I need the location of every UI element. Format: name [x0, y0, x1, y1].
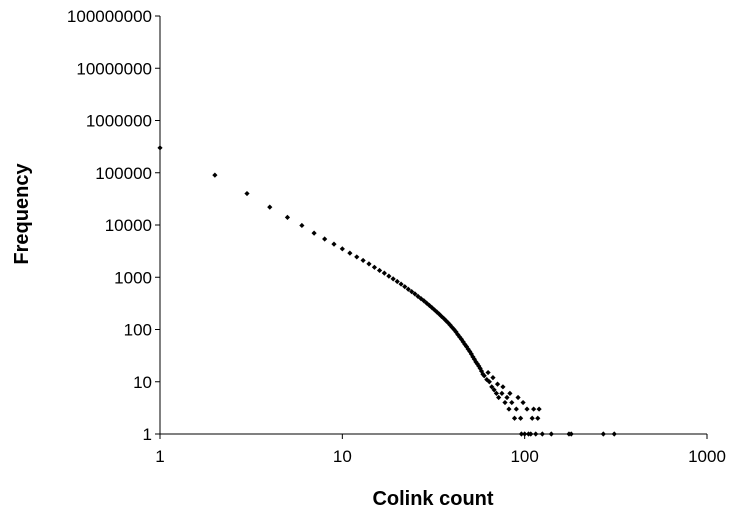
- data-point: [515, 394, 521, 401]
- data-point: [434, 309, 440, 315]
- data-point: [500, 384, 506, 390]
- data-point: [441, 315, 447, 322]
- data-point: [398, 281, 404, 287]
- x-axis-title: Colink count: [372, 488, 493, 510]
- data-point: [493, 390, 500, 396]
- data-point: [494, 381, 501, 387]
- data-point: [421, 298, 427, 304]
- y-axis-title: Frequency: [11, 163, 33, 265]
- data-point: [299, 222, 305, 229]
- data-point: [381, 270, 387, 276]
- data-point: [533, 431, 539, 437]
- data-point: [394, 278, 400, 285]
- y-tick-label: 100: [124, 321, 152, 340]
- data-point: [511, 415, 518, 421]
- data-point: [447, 322, 453, 328]
- data-point: [339, 246, 345, 252]
- data-point: [212, 172, 218, 178]
- data-point: [322, 236, 328, 242]
- data-point: [507, 390, 513, 396]
- data-point: [449, 324, 455, 330]
- data-point: [354, 254, 360, 260]
- data-point: [506, 406, 512, 412]
- data-point: [390, 276, 396, 282]
- data-point: [429, 305, 435, 311]
- y-tick-label: 1000: [114, 268, 152, 287]
- data-point: [529, 415, 535, 421]
- y-tick-label: 10000: [105, 216, 152, 235]
- data-point: [371, 264, 378, 270]
- data-point: [477, 365, 483, 372]
- data-point: [438, 313, 445, 320]
- data-point: [528, 431, 534, 437]
- y-tick-label: 10000000: [76, 59, 152, 78]
- data-point: [424, 300, 430, 306]
- data-point: [386, 273, 392, 279]
- data-point: [405, 286, 411, 292]
- plot-area: [159, 16, 707, 435]
- data-point: [485, 369, 491, 376]
- data-point: [481, 373, 487, 379]
- x-axis-ticks: 1 10 100 1000: [155, 434, 726, 466]
- y-tick-label: 100000000: [67, 7, 152, 26]
- data-point: [520, 399, 526, 406]
- y-tick-label: 1: [143, 425, 152, 444]
- data-point: [539, 431, 545, 437]
- data-point: [311, 230, 317, 236]
- data-point: [491, 387, 497, 393]
- data-point: [502, 399, 508, 406]
- data-point: [402, 284, 408, 290]
- data-point: [457, 334, 463, 340]
- data-point: [462, 341, 468, 347]
- data-point: [499, 390, 505, 396]
- data-point: [244, 190, 250, 197]
- data-point: [524, 406, 530, 412]
- data-point: [531, 406, 537, 412]
- data-point: [453, 329, 459, 335]
- data-point: [522, 431, 528, 437]
- y-axis-ticks: 1 10 100 1000 10000 100000 1000000 10000000 1000…: [67, 7, 160, 444]
- data-point: [536, 406, 542, 412]
- data-point: [409, 289, 415, 295]
- data-point: [509, 399, 515, 406]
- data-point: [376, 267, 383, 274]
- data-point: [366, 261, 372, 267]
- data-point: [347, 250, 353, 256]
- x-tick-label: 1000: [688, 447, 726, 466]
- data-point: [518, 431, 525, 437]
- data-point: [284, 214, 291, 220]
- data-point: [157, 145, 163, 151]
- data-point: [360, 257, 366, 264]
- data-point: [470, 354, 476, 360]
- data-point: [460, 339, 466, 345]
- data-point: [267, 204, 273, 210]
- data-point: [504, 394, 510, 401]
- x-tick-label: 1: [155, 447, 164, 466]
- data-point: [426, 302, 432, 308]
- x-tick-label: 100: [510, 447, 538, 466]
- data-point: [490, 375, 496, 381]
- y-tick-label: 10: [133, 373, 152, 392]
- data-point: [513, 406, 519, 412]
- y-tick-label: 100000: [95, 164, 152, 183]
- data-point: [478, 368, 485, 374]
- data-point: [611, 431, 617, 437]
- data-point: [412, 291, 418, 297]
- data-point: [489, 384, 495, 390]
- data-points: [157, 145, 617, 437]
- data-point: [331, 241, 337, 247]
- data-point: [548, 431, 554, 437]
- data-point: [600, 431, 606, 437]
- data-point: [496, 394, 502, 401]
- data-point: [486, 379, 492, 385]
- data-point: [518, 415, 524, 421]
- data-point: [535, 415, 541, 421]
- y-tick-label: 1000000: [86, 112, 152, 131]
- data-point: [415, 293, 421, 300]
- data-point: [568, 431, 574, 437]
- x-tick-label: 10: [333, 447, 352, 466]
